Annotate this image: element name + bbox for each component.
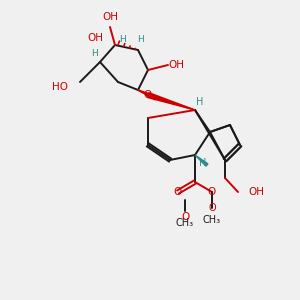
- Text: O: O: [174, 187, 182, 197]
- Text: CH₃: CH₃: [203, 215, 221, 225]
- Text: O: O: [181, 212, 189, 222]
- Text: HO: HO: [52, 82, 68, 92]
- Text: OH: OH: [168, 60, 184, 70]
- Text: CH₃: CH₃: [176, 218, 194, 228]
- Text: H: H: [199, 158, 207, 168]
- Polygon shape: [147, 93, 195, 110]
- Text: H: H: [120, 35, 126, 44]
- Polygon shape: [145, 95, 195, 110]
- Text: OH: OH: [248, 187, 264, 197]
- Text: H: H: [196, 97, 204, 107]
- Text: OH: OH: [102, 12, 118, 22]
- Text: H: H: [136, 35, 143, 44]
- Text: O: O: [208, 187, 216, 197]
- Text: O: O: [144, 90, 152, 100]
- Text: OH: OH: [87, 33, 103, 43]
- Text: H: H: [92, 50, 98, 58]
- Text: O: O: [208, 203, 216, 213]
- Polygon shape: [138, 90, 157, 100]
- Polygon shape: [195, 155, 208, 166]
